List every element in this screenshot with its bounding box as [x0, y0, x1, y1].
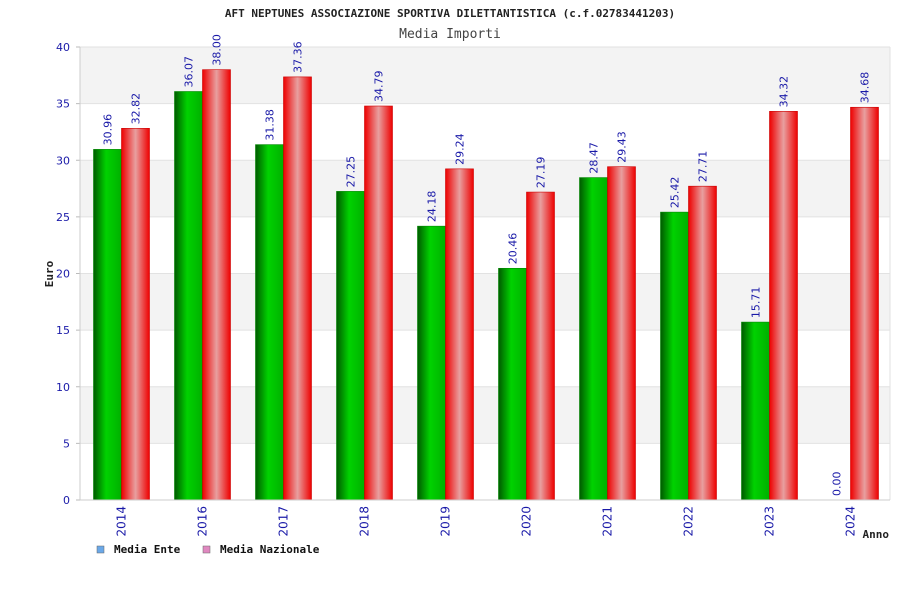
- bars: [93, 69, 879, 501]
- value-labels: 30.96 32.82 36.07 38.00 31.38 37.36 27.25 34.79…: [102, 34, 872, 496]
- x-tick-label: 2022: [682, 506, 696, 537]
- value-label-media-ente: 24.18: [426, 191, 439, 223]
- bar-media-nazionale: [121, 128, 150, 501]
- value-label-media-ente: 36.07: [183, 56, 196, 88]
- bar-media-nazionale: [445, 168, 474, 501]
- bar-media-nazionale: [526, 191, 555, 501]
- legend-label-media-nazionale: Media Nazionale: [220, 543, 320, 556]
- bar-media-ente: [579, 177, 608, 501]
- x-axis-ticks: 2014 2016 2017 2018 2019 2020 2021 2022 2023 2024: [115, 506, 858, 537]
- bar-media-nazionale: [283, 76, 312, 501]
- value-label-media-ente: 25.42: [669, 177, 682, 209]
- value-label-media-nazionale: 29.43: [616, 131, 629, 163]
- y-tick-label: 5: [63, 437, 70, 450]
- y-tick-label: 0: [63, 494, 70, 507]
- value-label-media-ente: 28.47: [588, 142, 601, 174]
- chart-subtitle: Media Importi: [399, 27, 501, 42]
- x-tick-label: 2024: [844, 506, 858, 537]
- y-tick-label: 10: [56, 381, 70, 394]
- legend-swatch-media-nazionale: [202, 545, 211, 554]
- y-tick-label: 35: [56, 98, 70, 111]
- value-label-media-nazionale: 37.36: [292, 41, 305, 73]
- bar-media-ente: [336, 191, 365, 501]
- value-label-media-nazionale: 34.68: [859, 72, 872, 104]
- legend-swatch-media-ente: [96, 545, 105, 554]
- value-label-media-ente: 15.71: [750, 287, 763, 319]
- value-label-media-nazionale: 38.00: [211, 34, 224, 66]
- bar-media-ente: [741, 321, 770, 501]
- x-tick-label: 2016: [196, 506, 210, 537]
- value-label-media-nazionale: 34.32: [778, 76, 791, 108]
- y-axis-ticks: 0 5 10 15 20 25 30 35 40: [56, 41, 80, 507]
- value-label-media-nazionale: 32.82: [130, 93, 143, 125]
- bar-media-nazionale: [607, 166, 636, 501]
- bar-media-nazionale: [769, 111, 798, 501]
- value-label-media-ente: 27.25: [345, 156, 358, 188]
- x-tick-label: 2017: [277, 506, 291, 537]
- y-tick-label: 15: [56, 324, 70, 337]
- value-label-media-nazionale: 29.24: [454, 133, 467, 165]
- value-label-media-ente: 31.38: [264, 109, 277, 141]
- bar-media-nazionale: [202, 69, 231, 501]
- x-tick-label: 2023: [763, 506, 777, 537]
- bar-media-nazionale: [688, 185, 717, 501]
- bar-media-ente: [417, 225, 446, 501]
- y-tick-label: 20: [56, 268, 70, 281]
- legend-label-media-ente: Media Ente: [114, 543, 181, 556]
- value-label-media-ente: 20.46: [507, 233, 520, 265]
- bar-media-ente: [498, 267, 527, 501]
- y-tick-label: 25: [56, 211, 70, 224]
- y-axis-label: Euro: [43, 260, 56, 287]
- x-tick-label: 2014: [115, 506, 129, 537]
- x-tick-label: 2018: [358, 506, 372, 537]
- x-axis-label: Anno: [863, 528, 890, 541]
- x-tick-label: 2021: [601, 506, 615, 537]
- bar-media-ente: [174, 91, 203, 501]
- value-label-media-nazionale: 27.19: [535, 157, 548, 189]
- value-label-media-nazionale: 27.71: [697, 151, 710, 183]
- value-label-media-ente: 30.96: [102, 114, 115, 146]
- chart-title: AFT NEPTUNES ASSOCIAZIONE SPORTIVA DILET…: [225, 7, 675, 20]
- legend: Media Ente Media Nazionale: [96, 543, 320, 556]
- bar-media-ente: [255, 144, 284, 501]
- x-tick-label: 2019: [439, 506, 453, 537]
- value-label-media-nazionale: 34.79: [373, 71, 386, 103]
- bar-media-ente: [660, 211, 689, 501]
- y-tick-label: 40: [56, 41, 70, 54]
- value-label-media-ente: 0.00: [831, 472, 844, 497]
- y-tick-label: 30: [56, 154, 70, 167]
- bar-media-ente: [93, 149, 122, 501]
- bar-media-nazionale: [364, 105, 393, 501]
- bar-media-nazionale: [850, 106, 879, 501]
- x-tick-label: 2020: [520, 506, 534, 537]
